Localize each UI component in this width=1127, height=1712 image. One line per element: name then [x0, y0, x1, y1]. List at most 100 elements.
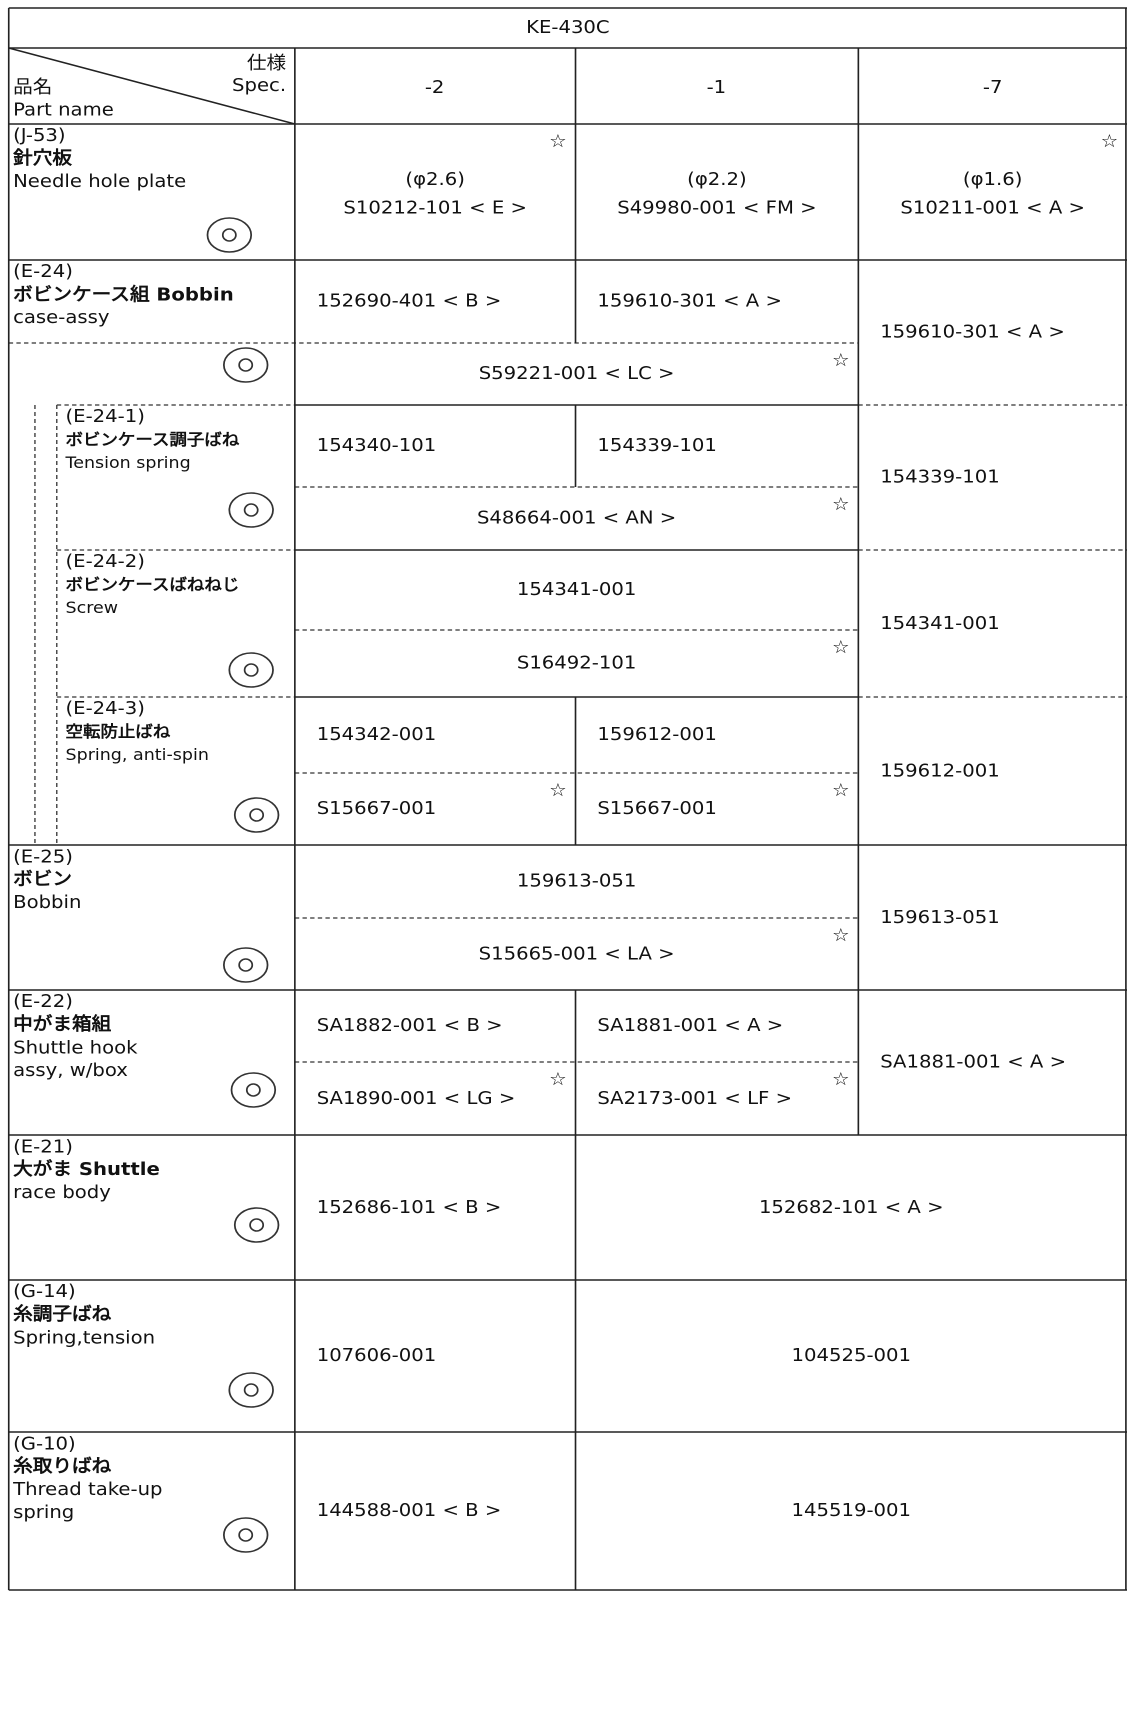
part-number: 159613-051 [880, 907, 1000, 927]
part-number: 159612-001 [880, 761, 1000, 781]
column-header: -1 [707, 78, 727, 98]
part-icon [233, 797, 280, 833]
part-number: 104525-001 [791, 1346, 911, 1366]
part-icon [222, 347, 269, 383]
part-name: Bobbin [13, 893, 81, 913]
part-icon [222, 1517, 269, 1553]
part-number: S59221-001 < LC > [479, 364, 675, 384]
part-icon [222, 947, 269, 983]
part-number: S16492-101 [517, 653, 637, 673]
part-icon [249, 1218, 265, 1232]
new-part-mark: ☆ [832, 495, 850, 515]
part-code: (E-24-2) [66, 552, 145, 572]
spec-jp: 仕様 [247, 53, 286, 74]
spec-value: (φ1.6) [963, 170, 1023, 190]
part-number: S48664-001 < AN > [477, 508, 676, 528]
part-number: 154342-001 [317, 725, 437, 745]
part-icon [221, 228, 237, 242]
new-part-mark: ☆ [832, 1070, 850, 1090]
part-icon [243, 663, 259, 677]
part-icon [249, 808, 265, 822]
part-icon [238, 1528, 254, 1542]
part-number: S15665-001 < LA > [479, 944, 675, 964]
part-name: 中がま箱組 [13, 1013, 111, 1035]
part-code: (J-53) [13, 126, 65, 146]
new-part-mark: ☆ [549, 132, 567, 152]
part-name: case-assy [13, 308, 109, 328]
part-number: 154339-101 [597, 436, 717, 456]
new-part-mark: ☆ [1101, 132, 1119, 152]
part-code: (E-21) [13, 1137, 73, 1157]
part-number: 159610-301 < A > [597, 291, 782, 311]
part-number: SA1890-001 < LG > [317, 1088, 516, 1108]
part-icon [228, 492, 274, 528]
part-name: Needle hole plate [13, 172, 186, 192]
part-number: SA1881-001 < A > [880, 1052, 1066, 1072]
part-icon [230, 1072, 277, 1108]
part-name: race body [13, 1183, 111, 1203]
part-name: Tension spring [64, 452, 190, 471]
part-number: 152690-401 < B > [317, 291, 502, 311]
part-icon [245, 1083, 261, 1097]
new-part-mark: ☆ [832, 926, 850, 946]
part-en: Part name [13, 100, 114, 120]
part-code: (G-10) [13, 1434, 76, 1454]
part-name: ボビンケースばねねじ [66, 574, 240, 593]
part-icon [228, 1372, 274, 1408]
part-number: S10212-101 < E > [343, 198, 527, 218]
part-number: S10211-001 < A > [900, 198, 1085, 218]
part-icon [243, 503, 259, 517]
part-icon [233, 1207, 280, 1243]
new-part-mark: ☆ [832, 351, 850, 371]
part-code: (E-22) [13, 992, 73, 1012]
table-title: KE-430C [526, 18, 610, 38]
part-code: (E-24) [13, 262, 73, 282]
part-number: 154341-001 [880, 613, 1000, 633]
part-icon [238, 958, 254, 972]
part-name: ボビン [13, 869, 72, 890]
part-icon [238, 358, 254, 372]
header-diagonal [8, 47, 296, 125]
part-number: SA2173-001 < LF > [597, 1088, 792, 1108]
part-number: 154341-001 [517, 580, 637, 600]
part-name: assy, w/box [13, 1061, 128, 1081]
part-name: 大がま Shuttle [13, 1158, 160, 1180]
part-code: (E-25) [13, 847, 73, 867]
part-number: 107606-001 [317, 1346, 437, 1366]
part-number: 144588-001 < B > [317, 1501, 502, 1521]
part-name: Spring,tension [13, 1328, 155, 1348]
part-name: ボビンケース調子ばね [66, 429, 240, 448]
part-jp: 品名 [13, 77, 52, 98]
column-header: -2 [425, 78, 445, 98]
part-number: 152682-101 < A > [759, 1197, 944, 1217]
part-name: 針穴板 [12, 147, 72, 169]
spec-en: Spec. [232, 76, 286, 96]
spec-value: (φ2.6) [405, 170, 465, 190]
part-name: 糸調子ばね [13, 1303, 111, 1325]
part-number: SA1881-001 < A > [597, 1016, 783, 1036]
part-code: (G-14) [13, 1282, 76, 1302]
part-name: 空転防止ばね [66, 721, 171, 740]
new-part-mark: ☆ [549, 781, 567, 801]
part-code: (E-24-1) [66, 407, 145, 427]
part-name: Screw [66, 597, 119, 616]
part-name: spring [13, 1503, 74, 1523]
part-number: 159612-001 [597, 725, 717, 745]
part-name: ボビンケース組 Bobbin [13, 283, 234, 305]
part-name: Shuttle hook [13, 1038, 137, 1058]
part-code: (E-24-3) [66, 699, 145, 719]
part-name: Thread take-up [12, 1480, 162, 1500]
new-part-mark: ☆ [832, 638, 850, 658]
part-icon [206, 217, 253, 253]
part-number: S15667-001 [317, 799, 437, 819]
new-part-mark: ☆ [549, 1070, 567, 1090]
part-number: S49980-001 < FM > [617, 198, 816, 218]
new-part-mark: ☆ [832, 781, 850, 801]
part-number: 154340-101 [317, 436, 437, 456]
part-icon [228, 652, 274, 688]
part-name: 糸取りばね [13, 1455, 111, 1477]
part-number: 152686-101 < B > [317, 1197, 502, 1217]
part-number: SA1882-001 < B > [317, 1016, 503, 1036]
